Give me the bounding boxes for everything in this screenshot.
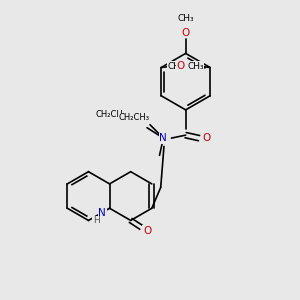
- Text: CH₃: CH₃: [177, 14, 194, 23]
- Text: N: N: [98, 208, 106, 218]
- Text: CH₃: CH₃: [168, 61, 184, 70]
- Text: N: N: [160, 133, 167, 143]
- Text: CH₂CH₃: CH₂CH₃: [95, 110, 126, 119]
- Text: H: H: [93, 216, 100, 225]
- Text: O: O: [202, 133, 211, 143]
- Text: O: O: [182, 28, 190, 38]
- Text: O: O: [187, 61, 195, 71]
- Text: O: O: [143, 226, 151, 236]
- Text: CH₂CH₃: CH₂CH₃: [118, 113, 149, 122]
- Text: CH₃: CH₃: [187, 61, 204, 70]
- Text: O: O: [176, 61, 185, 71]
